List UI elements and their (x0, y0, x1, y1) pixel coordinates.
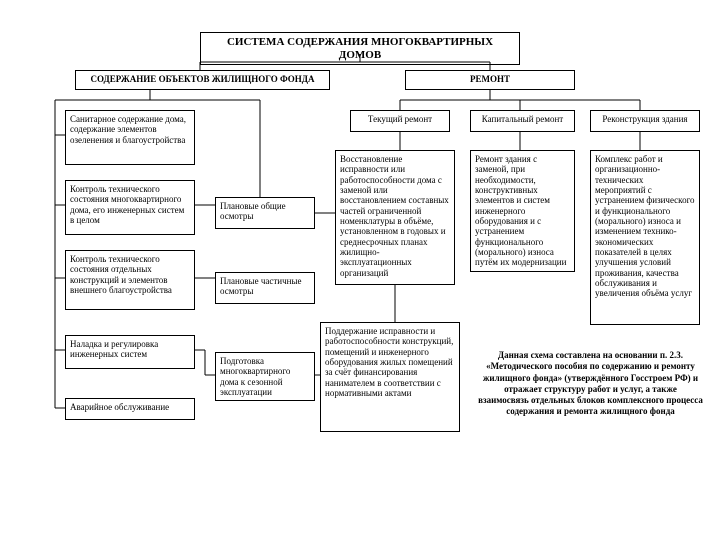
node-reconstruction: Реконструкция здания (590, 110, 700, 132)
right-header: РЕМОНТ (405, 70, 575, 90)
caption-text: Данная схема составлена на основании п. … (478, 350, 703, 418)
root-title: СИСТЕМА СОДЕРЖАНИЯ МНОГОКВАРТИРНЫХ ДОМОВ (200, 32, 520, 65)
node-inspection-general: Плановые общие осмотры (215, 197, 315, 229)
node-desc-capital: Ремонт здания с заменой, при необходимос… (470, 150, 575, 272)
node-control-parts: Контроль технического состояния отдельны… (65, 250, 195, 310)
node-sanitary: Санитарное содержание дома, содержание э… (65, 110, 195, 165)
node-seasonal-prep: Подготовка многоквартирного дома к сезон… (215, 352, 315, 401)
node-control-whole: Контроль технического состояния многоква… (65, 180, 195, 235)
node-inspection-partial: Плановые частичные осмотры (215, 272, 315, 304)
node-adjust: Наладка и регулировка инженерных систем (65, 335, 195, 369)
node-current-repair: Текущий ремонт (350, 110, 450, 132)
node-capital-repair: Капитальный ремонт (470, 110, 575, 132)
node-desc-current: Восстановление исправности или работоспо… (335, 150, 455, 285)
left-header: СОДЕРЖАНИЕ ОБЪЕКТОВ ЖИЛИЩНОГО ФОНДА (75, 70, 330, 90)
node-desc-reconstruction: Комплекс работ и организационно-техничес… (590, 150, 700, 325)
node-emergency: Аварийное обслуживание (65, 398, 195, 420)
node-desc-maintain: Поддержание исправности и работоспособно… (320, 322, 460, 432)
